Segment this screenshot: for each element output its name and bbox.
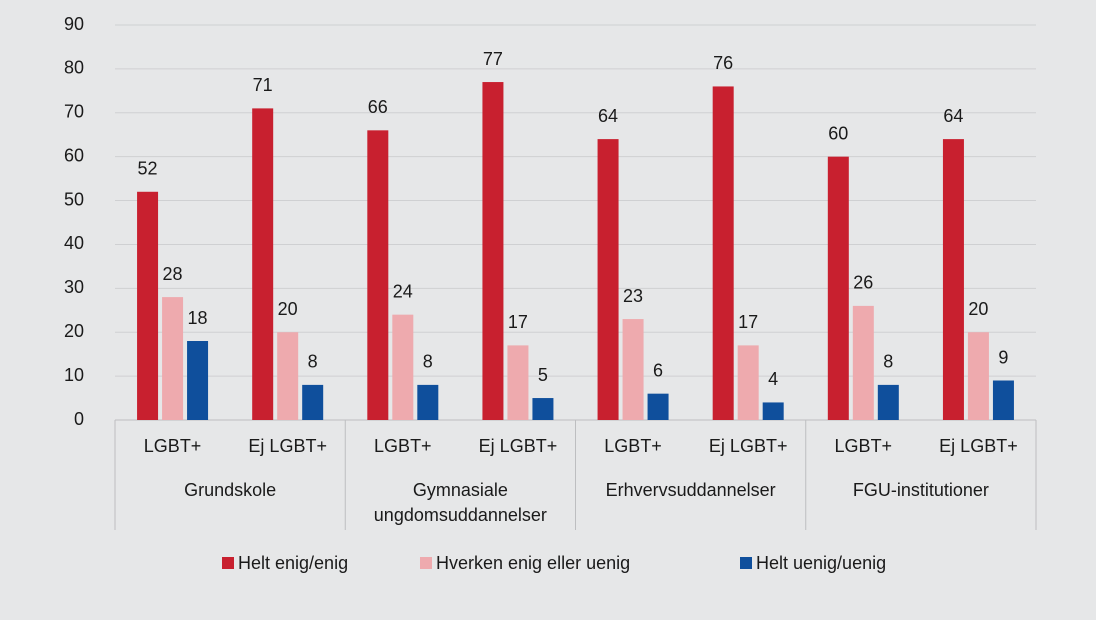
y-tick-label: 40 — [64, 233, 84, 253]
bar — [852, 305, 874, 420]
x-tick-label: LGBT+ — [374, 436, 432, 456]
x-tick-label: Ej LGBT+ — [939, 436, 1018, 456]
x-tick-label: Ej LGBT+ — [709, 436, 788, 456]
value-label: 71 — [253, 75, 273, 95]
x-tick-label: Ej LGBT+ — [248, 436, 327, 456]
x-tick-label: Ej LGBT+ — [479, 436, 558, 456]
x-tick-label: LGBT+ — [835, 436, 893, 456]
bar — [367, 130, 389, 421]
y-tick-label: 20 — [64, 321, 84, 341]
x-tick-label: LGBT+ — [144, 436, 202, 456]
value-label: 8 — [308, 352, 318, 372]
value-label: 20 — [278, 299, 298, 319]
bar — [942, 139, 964, 420]
y-tick-label: 60 — [64, 145, 84, 165]
group-label: FGU-institutioner — [852, 480, 989, 500]
bar — [622, 319, 644, 420]
value-label: 17 — [508, 312, 528, 332]
bar — [827, 156, 849, 420]
value-label: 5 — [538, 365, 548, 385]
legend-swatch — [740, 557, 752, 569]
value-label: 26 — [853, 273, 873, 293]
value-label: 6 — [653, 360, 663, 380]
value-label: 28 — [163, 264, 183, 284]
bar — [597, 139, 619, 420]
bar — [302, 384, 324, 420]
value-label: 8 — [883, 352, 893, 372]
value-label: 20 — [968, 299, 988, 319]
value-label: 77 — [483, 49, 503, 69]
bar — [712, 86, 734, 420]
bar — [417, 384, 439, 420]
legend-swatch — [222, 557, 234, 569]
y-tick-label: 50 — [64, 189, 84, 209]
bar — [162, 297, 184, 420]
value-label: 4 — [768, 369, 778, 389]
bar — [762, 402, 784, 420]
bar — [482, 82, 504, 421]
bar — [392, 314, 414, 420]
legend-label: Helt uenig/uenig — [756, 553, 886, 573]
x-tick-label: LGBT+ — [604, 436, 662, 456]
bar — [187, 341, 209, 420]
bar — [507, 345, 529, 420]
legend-swatch — [420, 557, 432, 569]
value-label: 8 — [423, 352, 433, 372]
bar — [137, 191, 159, 420]
bar — [532, 398, 554, 420]
bar — [647, 393, 669, 420]
bar — [877, 384, 899, 420]
value-label: 52 — [138, 159, 158, 179]
y-tick-label: 90 — [64, 14, 84, 34]
bar — [252, 108, 274, 420]
y-tick-label: 30 — [64, 277, 84, 297]
group-label: Erhvervsuddannelser — [605, 480, 776, 500]
value-label: 64 — [598, 106, 618, 126]
legend-label: Hverken enig eller uenig — [436, 553, 630, 573]
group-label: Gymnasiale ungdomsuddannelser — [373, 480, 547, 525]
value-label: 17 — [738, 312, 758, 332]
value-label: 76 — [713, 53, 733, 73]
value-label: 66 — [368, 97, 388, 117]
group-label: Grundskole — [184, 480, 277, 500]
value-label: 60 — [828, 123, 848, 143]
bar — [967, 332, 989, 420]
value-label: 23 — [623, 286, 643, 306]
bar — [737, 345, 759, 420]
value-label: 9 — [998, 347, 1008, 367]
y-tick-label: 10 — [64, 365, 84, 385]
value-label: 24 — [393, 281, 413, 301]
y-tick-label: 80 — [64, 58, 84, 78]
value-label: 64 — [943, 106, 963, 126]
value-label: 18 — [188, 308, 208, 328]
bar — [992, 380, 1014, 420]
y-tick-label: 70 — [64, 102, 84, 122]
y-tick-label: 0 — [74, 409, 84, 429]
legend-label: Helt enig/enig — [238, 553, 348, 573]
bar — [277, 332, 299, 420]
